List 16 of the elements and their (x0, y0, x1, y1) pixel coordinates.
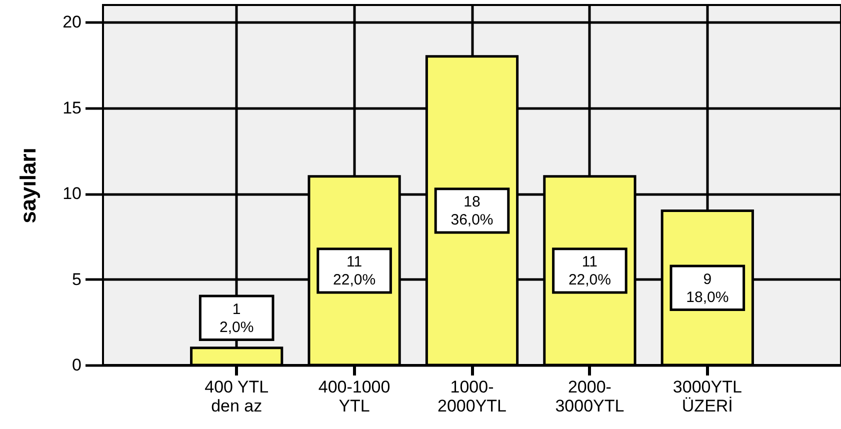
data-label: 1 2,0% (219, 300, 254, 336)
data-label: 18 36,0% (450, 194, 494, 229)
x-tick-label: 2000- 3000YTL (555, 378, 624, 416)
y-tick-label: 20 (62, 12, 82, 32)
y-tick-label: 5 (72, 270, 82, 289)
y-tick-label: 15 (62, 98, 82, 118)
data-label: 9 18,0% (686, 270, 729, 306)
y-tick-label: 10 (62, 184, 82, 204)
x-tick-label: 400-1000 YTL (318, 378, 390, 416)
data-label: 11 22,0% (568, 254, 611, 289)
y-axis-title: sayıları (16, 148, 41, 224)
y-tick-label: 0 (72, 356, 82, 374)
x-tick-label: 400 YTL den az (204, 378, 269, 416)
data-label: 11 22,0% (333, 254, 376, 289)
x-tick-label: 3000YTL ÜZERİ (672, 378, 742, 416)
x-tick-label: 1000- 2000YTL (438, 378, 506, 416)
